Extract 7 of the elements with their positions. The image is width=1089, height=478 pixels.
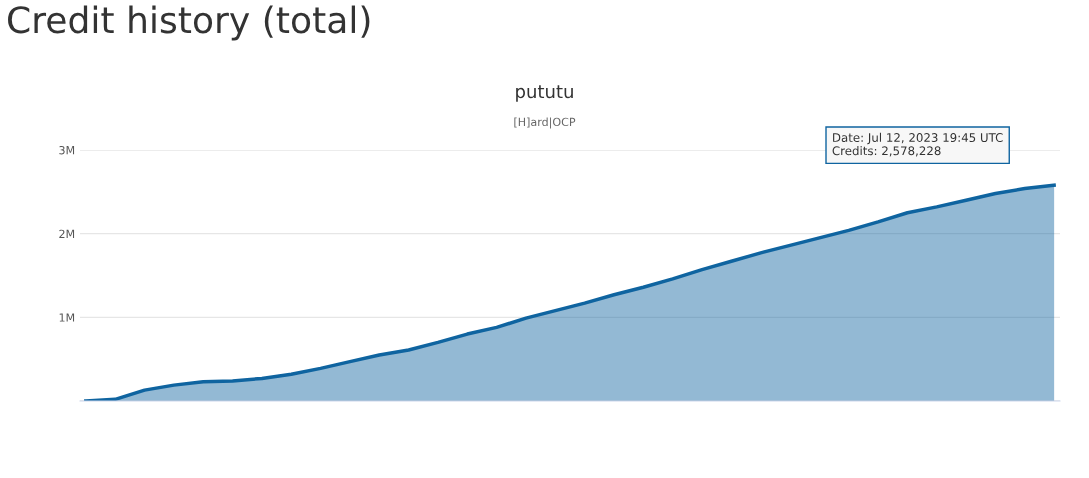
chart-subtitle: [H]ard|OCP (514, 117, 576, 129)
y-tick-label: 1M (59, 313, 75, 322)
text: Credit history (total) (8, 5, 370, 41)
annotation: Date: Jul 12, 2023 19:45 UTC Credits: 2,578,228 (832, 132, 1003, 157)
chart-title: pututu (516, 85, 573, 102)
y-tick-label: 2M (59, 229, 75, 238)
y-tick-label: 3M (59, 145, 75, 155)
